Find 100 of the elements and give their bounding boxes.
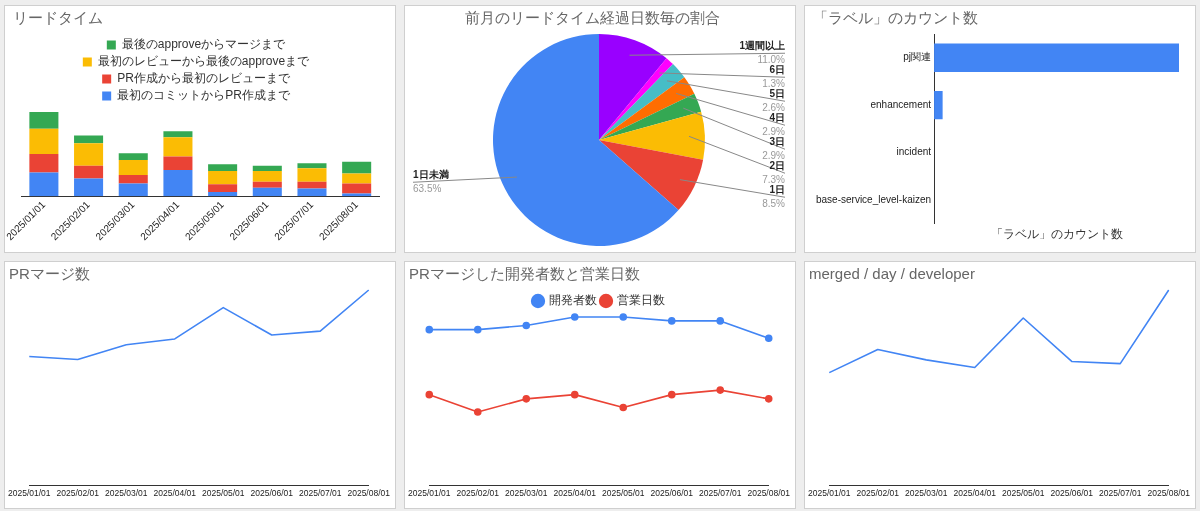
bar: [297, 168, 327, 182]
legend-label: 最初のレビューから最後のapproveまで: [97, 54, 311, 69]
bar: [208, 170, 238, 185]
bar: [297, 181, 327, 189]
x-tick-label: 2025/01/01: [808, 488, 851, 499]
bar: [29, 128, 59, 155]
bar: [297, 188, 327, 197]
data-label: 63.5%: [413, 183, 442, 195]
point: [764, 395, 773, 403]
x-tick-label: 2025/06/01: [250, 488, 294, 499]
x-tick-label: 2025/05/01: [201, 488, 245, 499]
bar: [252, 170, 282, 182]
point: [764, 334, 773, 343]
bar: [342, 173, 372, 184]
x-tick-label: 2025/08/01: [347, 488, 391, 499]
bar: [252, 187, 282, 197]
point: [716, 386, 725, 394]
point: [473, 408, 482, 416]
data-label: 2.6%: [762, 101, 786, 113]
y-tick-label: incident: [896, 146, 932, 158]
x-tick-label: 2025/03/01: [504, 488, 548, 499]
x-tick-label: 2025/01/01: [8, 488, 51, 499]
point: [425, 325, 434, 334]
data-label: 11.0%: [757, 53, 786, 65]
bar: [163, 156, 193, 171]
slice-label: 6日: [769, 63, 785, 75]
data-label: 7.3%: [762, 173, 786, 185]
bar: [342, 183, 372, 194]
slice-label: 5日: [769, 87, 785, 99]
bar: [29, 112, 59, 129]
bar: [163, 137, 193, 157]
slice-label: 1日未満: [413, 169, 449, 181]
x-tick-label: 2025/06/01: [1050, 488, 1094, 499]
point: [473, 325, 482, 334]
x-tick-label: 2025/04/01: [153, 488, 197, 499]
x-tick-label: 2025/03/01: [904, 488, 948, 499]
data-label: 1.3%: [762, 77, 786, 89]
point: [619, 313, 628, 321]
bar: [118, 175, 148, 184]
point: [716, 317, 725, 325]
data-label: 8.5%: [762, 197, 786, 209]
slice-label: 1日: [769, 183, 785, 195]
point: [570, 390, 579, 399]
bar: [208, 191, 238, 197]
legend-label: 営業日数: [616, 293, 665, 308]
chart-title: 「ラベル」のカウント数: [813, 9, 978, 27]
x-tick-label: 2025/05/01: [1001, 488, 1045, 499]
y-tick-label: enhancement: [870, 98, 932, 110]
bar: [74, 165, 104, 179]
slice-label: 2日: [769, 159, 785, 171]
point: [425, 390, 434, 399]
bar: [118, 153, 148, 160]
bar: [29, 154, 59, 173]
x-tick-label: 2025/04/01: [953, 488, 997, 499]
x-tick-label: 2025/05/01: [601, 488, 645, 499]
bar: [252, 181, 282, 188]
bar: [342, 161, 372, 174]
legend-label: 開発者数: [548, 293, 597, 308]
x-tick-label: 2025/04/01: [553, 488, 597, 499]
legend-label: PR作成から最初のレビューまで: [117, 71, 291, 86]
bar: [74, 143, 104, 166]
chart-title: merged / day / developer: [809, 265, 975, 283]
chart-title: PRマージ数: [9, 265, 90, 283]
bar: [163, 170, 193, 197]
bar: [74, 135, 104, 144]
point: [667, 390, 676, 399]
slice-label: 1週間以上: [739, 39, 785, 51]
x-tick-label: 2025/08/01: [747, 488, 791, 499]
bar: [118, 183, 148, 197]
legend-label: 最後のapproveからマージまで: [121, 37, 287, 52]
chart-title: PRマージした開発者数と営業日数: [409, 265, 640, 283]
x-tick-label: 2025/07/01: [1098, 488, 1142, 499]
x-tick-label: 2025/02/01: [56, 488, 100, 499]
x-tick-label: 2025/03/01: [104, 488, 148, 499]
x-tick-label: 2025/08/01: [1147, 488, 1191, 499]
point: [619, 403, 628, 412]
y-tick-label: pj関連: [903, 51, 932, 63]
point: [570, 313, 579, 321]
x-tick-label: 2025/01/01: [408, 488, 451, 499]
bar: [118, 159, 148, 176]
chart-title: リードタイム: [13, 9, 103, 27]
x-tick-label: 2025/06/01: [650, 488, 694, 499]
x-tick-label: 2025/07/01: [698, 488, 742, 499]
chart-title: 前月のリードタイム経過日数毎の割合: [465, 9, 720, 27]
y-tick-label: base-service_level-kaizen: [815, 193, 932, 205]
x-tick-label: 2025/07/01: [298, 488, 342, 499]
slice-label: 3日: [769, 135, 785, 147]
bar: [74, 178, 104, 197]
data-label: 2.9%: [762, 125, 786, 137]
slice-label: 4日: [769, 111, 785, 123]
legend-label: 最初のコミットからPR作成まで: [117, 88, 291, 103]
x-tick-label: 2025/02/01: [456, 488, 500, 499]
bar: [208, 164, 238, 171]
bar: [297, 163, 327, 169]
bar: [208, 184, 238, 192]
bar: [163, 131, 193, 138]
x-tick-label: 2025/02/01: [856, 488, 900, 499]
point: [667, 317, 676, 325]
point: [522, 321, 531, 330]
bar: [29, 172, 59, 197]
